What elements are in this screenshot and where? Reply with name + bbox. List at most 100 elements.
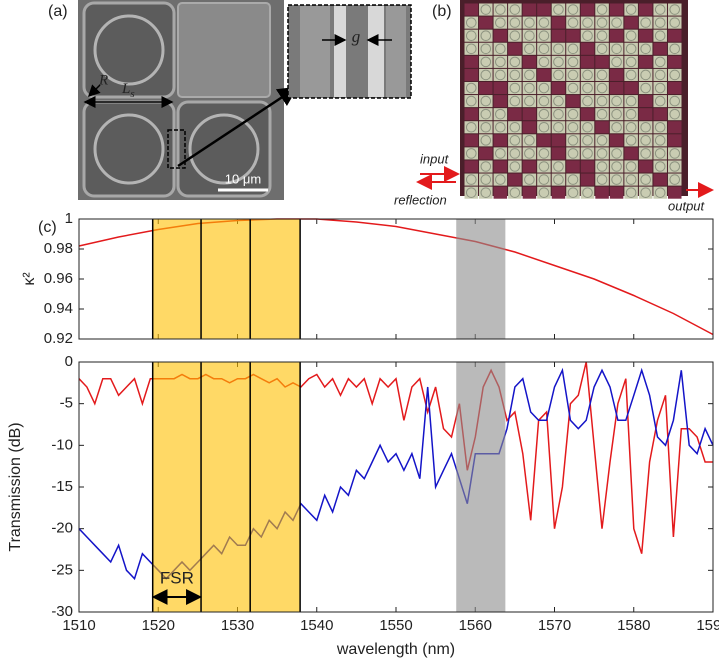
r-label: R	[98, 72, 108, 88]
chip-cell	[493, 134, 508, 147]
chip-ring	[465, 30, 477, 41]
chip-cell	[595, 121, 609, 134]
chip-ring	[582, 148, 593, 159]
chip-ring	[611, 148, 622, 159]
chip-ring	[640, 121, 651, 133]
chip-ring	[654, 4, 666, 15]
chip-cell	[522, 160, 537, 173]
chip-cell	[609, 3, 624, 16]
chip-ring	[480, 4, 492, 15]
chip-ring	[669, 4, 681, 15]
chip-ring	[654, 17, 666, 28]
chip-cell	[508, 173, 522, 186]
chip-cell	[464, 108, 479, 121]
x-tick-label: 1570	[538, 617, 571, 634]
chip-ring	[480, 174, 492, 185]
chip-ring	[654, 56, 666, 68]
chip-ring	[611, 108, 622, 120]
chip-ring	[524, 82, 535, 94]
chip-cell	[493, 29, 508, 42]
chip-ring	[625, 121, 637, 133]
chip-ring	[465, 121, 477, 133]
chip-ring	[480, 43, 492, 55]
chip-cell	[566, 160, 580, 173]
chip-ring	[611, 56, 622, 68]
chip-ring	[625, 135, 637, 146]
chip-ring	[625, 95, 637, 107]
chip-cell	[653, 173, 667, 186]
chip-ring	[465, 187, 477, 198]
chip-ring	[553, 108, 564, 120]
chip-cell	[667, 186, 682, 199]
chip-ring	[495, 4, 506, 15]
chip-ring	[596, 4, 608, 15]
chip-cell	[638, 160, 653, 173]
square-cell	[177, 2, 271, 98]
chip-cell	[537, 3, 551, 16]
chip-cell	[580, 42, 595, 55]
chip-ring	[611, 174, 622, 185]
chip-ring	[640, 174, 651, 185]
chip-ring	[640, 135, 651, 146]
chip-cell	[522, 108, 537, 121]
inset-stripe	[386, 6, 406, 97]
chip-cell	[609, 68, 624, 81]
chip-cell	[493, 160, 508, 173]
chip-cell	[522, 121, 537, 134]
chip-ring	[596, 135, 608, 146]
chip-cell	[638, 95, 653, 108]
chip-ring	[654, 95, 666, 107]
chip-ring	[465, 174, 477, 185]
chip-ring	[553, 4, 564, 15]
chip-cell	[464, 134, 479, 147]
chip-cell	[537, 134, 551, 147]
chip-ring	[538, 30, 550, 41]
chip-ring	[495, 148, 506, 159]
ls-label: Ls	[121, 81, 135, 99]
chip-ring	[509, 161, 521, 172]
highlight-span	[152, 219, 301, 339]
chip-ring	[582, 95, 593, 107]
y-tick-label: -15	[51, 478, 73, 495]
chip-cell	[522, 55, 537, 68]
chip-cell	[667, 81, 682, 95]
chip-cell	[638, 108, 653, 121]
chip-ring	[669, 95, 681, 107]
chip-ring	[509, 17, 521, 28]
chip-cell	[479, 147, 493, 160]
panel-b: (b) input reflection output	[394, 0, 714, 213]
chip-ring	[495, 174, 506, 185]
chip-ring	[596, 17, 608, 28]
chip-ring	[509, 30, 521, 41]
x-tick-label: 1560	[459, 617, 492, 634]
chip-ring	[553, 174, 564, 185]
r-arrow	[87, 84, 101, 98]
chip-ring	[625, 187, 637, 198]
chip-ring	[567, 56, 579, 68]
chip-ring	[553, 121, 564, 133]
chip-ring	[669, 17, 681, 28]
chip-ring	[567, 69, 579, 81]
chip-ring	[465, 148, 477, 159]
chip-ring	[567, 148, 579, 159]
chip-ring	[465, 82, 477, 94]
chip-cell	[580, 55, 595, 68]
chip-ring	[495, 17, 506, 28]
port-label: output	[668, 198, 706, 213]
chip-ring	[524, 174, 535, 185]
chip-cell	[580, 173, 595, 186]
chip-ring	[582, 135, 593, 146]
chip-ring	[509, 121, 521, 133]
chip-cell	[551, 29, 566, 42]
chip-cell	[653, 108, 667, 121]
chip-ring	[611, 17, 622, 28]
chip-cell	[595, 186, 609, 199]
highlight-span	[152, 362, 301, 612]
chip-ring	[480, 56, 492, 68]
chip-ring	[640, 69, 651, 81]
y-tick-label: -10	[51, 436, 73, 453]
chip-ring	[553, 56, 564, 68]
chip-ring	[465, 43, 477, 55]
